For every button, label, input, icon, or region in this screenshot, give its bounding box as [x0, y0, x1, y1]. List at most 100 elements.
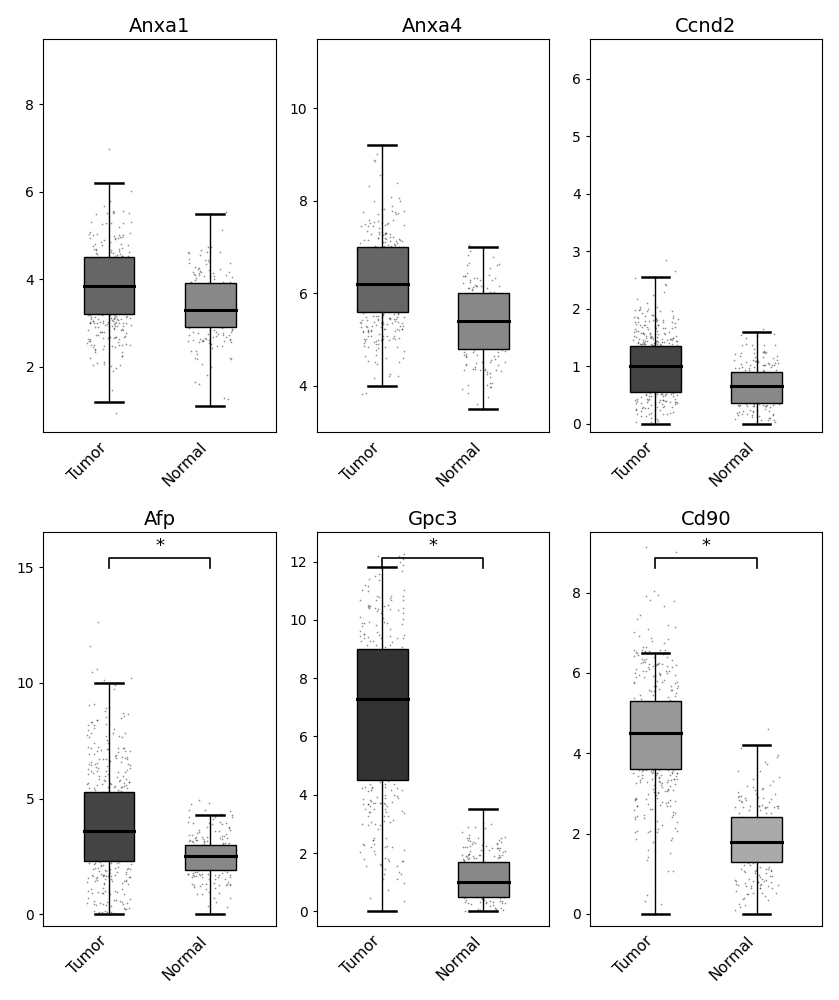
- Point: [483, 295, 497, 311]
- Point: [120, 815, 133, 831]
- Point: [396, 641, 409, 657]
- Point: [492, 840, 505, 856]
- Point: [118, 787, 132, 803]
- Point: [659, 363, 672, 379]
- Point: [766, 386, 779, 402]
- Point: [457, 305, 471, 321]
- Point: [645, 376, 659, 392]
- Point: [362, 302, 376, 318]
- Point: [368, 816, 382, 832]
- Point: [758, 888, 772, 904]
- Point: [95, 800, 108, 816]
- Point: [115, 875, 128, 891]
- Point: [95, 795, 108, 811]
- Point: [83, 849, 96, 865]
- Point: [664, 832, 678, 848]
- Point: [732, 348, 746, 364]
- Point: [639, 762, 653, 778]
- Point: [638, 652, 651, 668]
- Point: [381, 798, 394, 814]
- Point: [394, 866, 408, 882]
- Point: [113, 893, 127, 909]
- Point: [102, 294, 116, 310]
- Point: [99, 813, 112, 829]
- Point: [458, 858, 472, 874]
- Point: [103, 293, 117, 309]
- Point: [747, 885, 760, 901]
- Point: [212, 885, 226, 901]
- Point: [105, 853, 118, 869]
- Point: [646, 703, 659, 719]
- Point: [458, 308, 472, 324]
- Point: [101, 292, 114, 308]
- Text: *: *: [701, 537, 711, 555]
- Point: [190, 316, 203, 332]
- Point: [735, 406, 748, 422]
- Point: [81, 776, 94, 792]
- Point: [85, 296, 98, 312]
- Point: [468, 835, 482, 851]
- Point: [642, 706, 655, 722]
- Point: [463, 340, 477, 356]
- Point: [472, 901, 485, 917]
- Point: [115, 348, 128, 364]
- Point: [464, 833, 477, 849]
- Point: [111, 230, 124, 246]
- Point: [88, 342, 102, 358]
- Point: [396, 803, 409, 819]
- Point: [378, 839, 392, 855]
- Point: [116, 303, 129, 319]
- Point: [670, 346, 684, 362]
- Point: [651, 696, 664, 712]
- Point: [650, 312, 664, 328]
- Point: [492, 278, 506, 294]
- Point: [395, 701, 409, 717]
- Point: [123, 299, 137, 315]
- Point: [114, 285, 128, 301]
- Point: [122, 250, 135, 266]
- Point: [86, 861, 99, 877]
- Point: [357, 694, 370, 710]
- Point: [475, 354, 488, 370]
- Point: [190, 270, 203, 286]
- Point: [628, 703, 641, 719]
- Point: [664, 798, 677, 814]
- Point: [468, 316, 482, 332]
- Point: [109, 892, 122, 908]
- Point: [216, 312, 230, 328]
- Point: [111, 831, 124, 847]
- Point: [84, 740, 97, 756]
- Point: [391, 314, 404, 330]
- Point: [378, 728, 391, 744]
- Point: [397, 842, 410, 858]
- Point: [489, 362, 503, 378]
- Point: [224, 298, 237, 314]
- Point: [732, 398, 745, 414]
- Point: [187, 879, 201, 895]
- Point: [628, 363, 641, 379]
- Point: [216, 325, 230, 341]
- Point: [357, 708, 371, 724]
- Point: [761, 861, 774, 877]
- Point: [640, 394, 654, 410]
- Point: [492, 332, 505, 348]
- Point: [376, 690, 389, 706]
- Point: [483, 354, 497, 370]
- Point: [109, 295, 122, 311]
- Point: [383, 590, 397, 606]
- Point: [658, 369, 671, 385]
- Point: [471, 869, 484, 885]
- Point: [120, 302, 133, 318]
- Point: [372, 288, 385, 304]
- Point: [748, 381, 762, 397]
- Point: [356, 780, 369, 796]
- Point: [464, 325, 477, 341]
- Point: [122, 774, 136, 790]
- Point: [213, 859, 227, 875]
- Point: [185, 869, 198, 885]
- Point: [208, 856, 221, 872]
- Point: [107, 310, 121, 326]
- Point: [387, 299, 400, 315]
- Point: [91, 226, 104, 242]
- Point: [104, 283, 117, 299]
